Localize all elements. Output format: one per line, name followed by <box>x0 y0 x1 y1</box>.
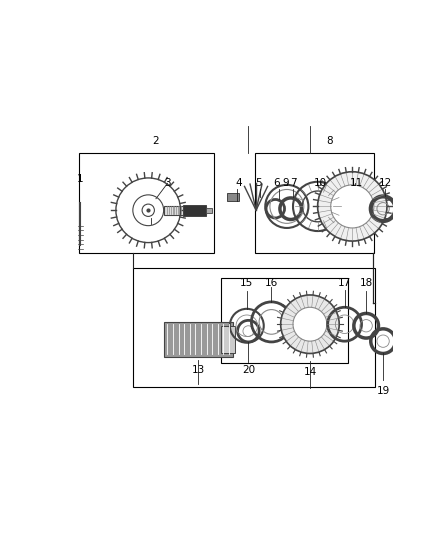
Text: 3: 3 <box>164 179 171 188</box>
Text: 11: 11 <box>350 179 363 188</box>
Text: 20: 20 <box>242 365 255 375</box>
Bar <box>221 278 349 363</box>
Bar <box>254 152 374 253</box>
Circle shape <box>318 172 387 241</box>
Bar <box>164 206 206 215</box>
Text: 6: 6 <box>273 179 280 188</box>
Bar <box>206 208 212 213</box>
Bar <box>79 152 214 253</box>
Circle shape <box>293 308 327 341</box>
Text: 7: 7 <box>290 179 297 188</box>
Text: 17: 17 <box>338 278 351 288</box>
Circle shape <box>331 185 374 228</box>
Text: 15: 15 <box>240 278 254 288</box>
Text: 2: 2 <box>152 136 159 146</box>
Bar <box>221 326 235 353</box>
Text: 14: 14 <box>304 367 317 377</box>
Text: 9: 9 <box>282 179 289 188</box>
Text: 16: 16 <box>265 278 278 288</box>
Text: 12: 12 <box>379 179 392 188</box>
Circle shape <box>281 295 339 353</box>
Bar <box>227 193 239 201</box>
Text: 5: 5 <box>255 179 261 188</box>
Circle shape <box>142 204 155 216</box>
Bar <box>133 268 375 387</box>
Text: 1: 1 <box>77 174 84 184</box>
Bar <box>183 205 206 216</box>
Text: 10: 10 <box>314 179 326 188</box>
Text: 19: 19 <box>377 386 390 396</box>
Bar <box>164 322 233 357</box>
Text: 8: 8 <box>326 136 332 146</box>
Text: 4: 4 <box>236 179 242 188</box>
Text: 13: 13 <box>192 365 205 375</box>
Text: 18: 18 <box>360 278 373 288</box>
